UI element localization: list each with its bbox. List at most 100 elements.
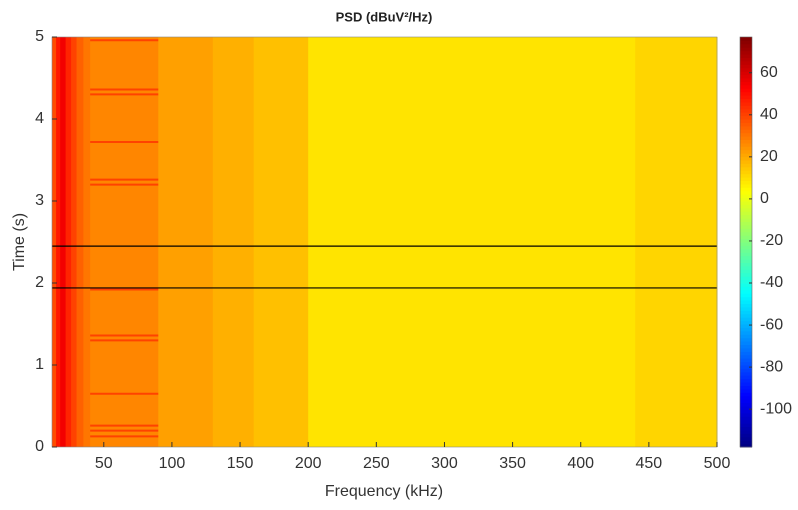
colorbar-cell: [740, 153, 752, 158]
colorbar-cell: [740, 378, 752, 383]
colorbar-cell: [740, 354, 752, 359]
colorbar-cell: [740, 112, 752, 117]
colorbar-cell: [740, 88, 752, 93]
colorbar-cell: [740, 67, 752, 72]
colorbar-cell: [740, 180, 752, 185]
y-tick-label: 5: [35, 28, 44, 45]
colorbar-cell: [740, 265, 752, 270]
colorbar-cell: [740, 81, 752, 86]
colorbar-cell: [740, 310, 752, 315]
colorbar-cell: [740, 201, 752, 205]
x-tick-label: 500: [704, 455, 731, 472]
colorbar-cell: [740, 426, 752, 431]
psd-band: [158, 37, 214, 447]
colorbar-cell: [740, 429, 752, 434]
colorbar-cell: [740, 385, 752, 390]
colorbar-cell: [740, 156, 752, 161]
colorbar-cell: [740, 286, 752, 291]
colorbar-cell: [740, 320, 752, 325]
colorbar-cell: [740, 269, 752, 274]
colorbar-cell: [740, 78, 752, 82]
colorbar-cell: [740, 327, 752, 332]
colorbar-cell: [740, 122, 752, 127]
colorbar-cell: [740, 98, 752, 103]
colorbar-cell: [740, 440, 752, 445]
colorbar-cell: [740, 136, 752, 140]
colorbar-tick-label: -100: [760, 400, 792, 417]
colorbar-cell: [740, 351, 752, 356]
psd-band: [56, 37, 61, 447]
colorbar-cell: [740, 177, 752, 181]
colorbar-cell: [740, 54, 752, 58]
psd-band: [65, 37, 72, 447]
colorbar-cell: [740, 279, 752, 284]
y-tick-label: 1: [35, 356, 44, 373]
x-tick-label: 400: [567, 455, 594, 472]
colorbar-cell: [740, 183, 752, 188]
colorbar-cell: [740, 341, 752, 345]
colorbar-cell: [740, 399, 752, 404]
colorbar-cell: [740, 289, 752, 294]
colorbar-cell: [740, 132, 752, 137]
colorbar-cell: [740, 163, 752, 168]
psd-band: [60, 37, 67, 447]
colorbar-cell: [740, 371, 752, 376]
colorbar-cell: [740, 43, 752, 48]
colorbar-cell: [740, 187, 752, 192]
colorbar-cell: [740, 248, 752, 253]
colorbar-cell: [740, 139, 752, 144]
colorbar-cell: [740, 228, 752, 233]
x-tick-label: 350: [499, 455, 526, 472]
colorbar-cell: [740, 406, 752, 410]
colorbar-cell: [740, 337, 752, 342]
psd-band: [52, 37, 57, 447]
colorbar-cell: [740, 423, 752, 427]
colorbar-cell: [740, 214, 752, 219]
colorbar-cell: [740, 382, 752, 386]
colorbar-cell: [740, 324, 752, 328]
colorbar-cell: [740, 40, 752, 45]
colorbar-cell: [740, 218, 752, 222]
colorbar-cell: [740, 173, 752, 178]
y-tick-label: 3: [35, 192, 44, 209]
colorbar-cell: [740, 146, 752, 151]
colorbar-cell: [740, 358, 752, 363]
colorbar-cell: [740, 365, 752, 369]
psd-band: [635, 37, 718, 447]
colorbar-cell: [740, 262, 752, 267]
colorbar-cell: [740, 207, 752, 212]
colorbar-cell: [740, 235, 752, 240]
colorbar-cell: [740, 276, 752, 281]
colorbar-cell: [740, 211, 752, 216]
y-tick-label: 0: [35, 438, 44, 455]
colorbar-cell: [740, 433, 752, 438]
x-tick-label: 150: [227, 455, 254, 472]
colorbar-cell: [740, 142, 752, 147]
colorbar-cell: [740, 402, 752, 407]
colorbar-cell: [740, 221, 752, 226]
psd-band: [308, 37, 636, 447]
colorbar-cell: [740, 313, 752, 318]
colorbar-cell: [740, 283, 752, 287]
colorbar-cell: [740, 108, 752, 113]
colorbar-cell: [740, 344, 752, 349]
colorbar-cell: [740, 170, 752, 175]
x-tick-label: 250: [363, 455, 390, 472]
colorbar-cell: [740, 388, 752, 393]
colorbar-tick-label: 0: [760, 190, 769, 207]
colorbar-cell: [740, 296, 752, 301]
colorbar-cell: [740, 125, 752, 130]
colorbar-cell: [740, 317, 752, 322]
colorbar-cell: [740, 74, 752, 79]
psd-band: [71, 37, 78, 447]
chart-title: PSD (dBuV²/Hz): [336, 9, 433, 24]
colorbar-cell: [740, 306, 752, 311]
colorbar-cell: [740, 347, 752, 352]
colorbar-cell: [740, 392, 752, 397]
colorbar-cell: [740, 412, 752, 417]
colorbar-cell: [740, 443, 752, 448]
colorbar-cell: [740, 419, 752, 424]
colorbar-tick-label: -80: [760, 358, 783, 375]
colorbar-cell: [740, 242, 752, 246]
